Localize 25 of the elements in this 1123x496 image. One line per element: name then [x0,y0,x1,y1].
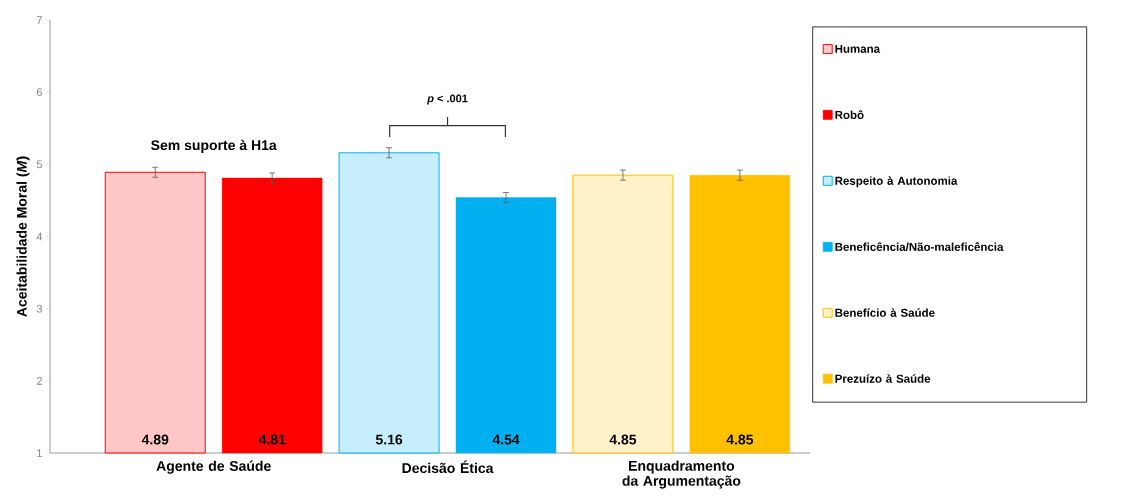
y-tick-label: 2 [36,376,42,385]
y-tick-label: 3 [36,304,42,313]
legend-label: Beneficência/Não-maleficência [835,242,1004,252]
data-label: 4.89 [141,434,169,445]
legend-label: Prezuízo à Saúde [835,374,931,383]
y-tick-label: 7 [36,16,42,24]
data-label: 4.81 [258,434,286,445]
y-tick-label: 5 [36,160,43,169]
annotation: Sem suporte à H1a [151,139,277,153]
legend-label: Robô [835,110,864,119]
data-label: 4.85 [726,434,754,445]
y-tick-label: 4 [36,232,43,241]
x-tick-label: Decisão Ética [402,460,494,474]
legend-label: Respeito à Autonomia [835,176,958,188]
data-label: 5.16 [375,434,403,445]
legend-label: Humana [835,44,881,53]
x-tick-label: Enquadramento da Argumentação [622,460,741,489]
y-tick-label: 1 [37,449,42,457]
y-axis-title: Aceitabilidade Moral (M) [16,156,30,317]
data-label: 4.85 [609,434,637,445]
annotation: p < .001 [426,94,468,105]
data-label: 4.54 [492,434,520,445]
x-tick-label: Agente de Saúde [156,460,271,474]
y-tick-label: 6 [36,88,42,97]
legend-label: Benefício à Saúde [835,308,935,317]
